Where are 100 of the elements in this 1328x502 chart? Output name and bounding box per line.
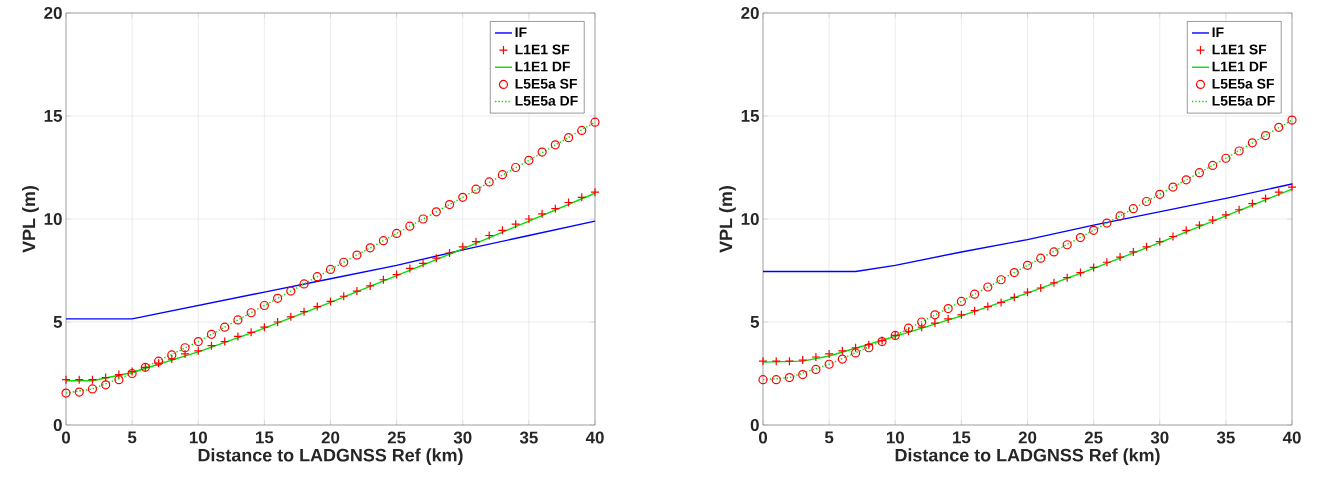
point (193, 336, 203, 347)
point (286, 286, 296, 296)
point (484, 177, 494, 187)
point (339, 257, 349, 267)
point (365, 243, 375, 253)
point (352, 250, 362, 260)
point (1062, 240, 1072, 250)
point (798, 369, 808, 380)
point (220, 322, 230, 332)
point (1009, 267, 1019, 278)
point (1102, 257, 1112, 267)
y-tick-label: 15 (741, 110, 760, 122)
point (259, 300, 269, 311)
x-tick-label: 0 (61, 431, 71, 444)
legend-label: L5E5a SF (515, 78, 577, 89)
point (74, 387, 84, 397)
legend-label: L5E5a DF (515, 96, 578, 106)
point (1168, 182, 1178, 192)
point (61, 388, 71, 398)
point (537, 147, 547, 157)
point (996, 275, 1006, 285)
point (550, 140, 560, 150)
point (497, 170, 508, 180)
y-axis-title: VPL (m) (719, 186, 736, 253)
point (259, 322, 269, 332)
point (1194, 168, 1205, 178)
point (537, 209, 547, 219)
y-tick-label: 10 (44, 213, 62, 225)
point (511, 219, 521, 229)
point (1221, 153, 1231, 163)
legend-label: L1E1 SF (1212, 44, 1267, 55)
y-tick-label: 15 (44, 110, 63, 122)
point (1155, 189, 1165, 199)
point (590, 117, 600, 127)
point (1234, 205, 1244, 215)
legend-label: L1E1 DF (515, 61, 570, 72)
point (431, 207, 441, 217)
y-tick-label: 5 (53, 316, 63, 328)
x-tick-label: 30 (453, 431, 472, 444)
y-tick-label: 5 (750, 316, 760, 328)
point (418, 214, 428, 224)
point (784, 373, 795, 383)
point (206, 329, 217, 339)
point (784, 356, 795, 366)
point (956, 296, 966, 306)
x-tick-label: 10 (189, 431, 207, 444)
point (1287, 115, 1297, 125)
point (1102, 218, 1112, 228)
point (1208, 160, 1218, 171)
x-tick-label: 40 (1282, 431, 1301, 444)
point (405, 263, 415, 274)
point (1115, 211, 1125, 221)
point (850, 348, 861, 358)
point (233, 315, 243, 325)
x-tick-label: 15 (256, 431, 274, 444)
point (444, 248, 455, 258)
point (1075, 232, 1086, 243)
point (771, 356, 781, 366)
point (444, 199, 455, 210)
x-tick-label: 5 (127, 431, 137, 444)
legend-label: L1E1 SF (515, 44, 570, 55)
x-tick-label: 20 (1018, 431, 1037, 444)
point (1049, 247, 1059, 257)
point (325, 264, 336, 275)
point (392, 228, 402, 239)
legend-label: IF (1212, 27, 1224, 38)
x-tick-label: 20 (321, 431, 340, 444)
point (943, 304, 953, 314)
point (930, 310, 940, 320)
y-axis-title: VPL (m) (22, 186, 39, 253)
x-tick-label: 0 (758, 431, 768, 444)
point (1234, 146, 1244, 156)
legend-label: IF (515, 27, 527, 38)
legend-label: L5E5a DF (1212, 96, 1275, 106)
point (837, 354, 847, 364)
x-axis-title: Distance to LADGNSS Ref (km) (198, 448, 463, 466)
legend-label: L1E1 DF (1212, 61, 1267, 72)
point (299, 279, 309, 289)
point (1181, 175, 1191, 185)
x-tick-label: 15 (953, 431, 971, 444)
x-tick-label: 25 (1084, 431, 1103, 444)
point (471, 184, 481, 194)
point (114, 375, 124, 385)
x-tick-label: 25 (387, 431, 406, 444)
point (114, 369, 124, 380)
x-tick-label: 40 (585, 431, 604, 444)
point (101, 380, 111, 390)
point (970, 289, 980, 299)
point (811, 364, 821, 374)
x-tick-label: 30 (1150, 431, 1169, 444)
point (180, 343, 190, 353)
point (167, 350, 177, 360)
point (917, 317, 927, 327)
point (511, 162, 521, 173)
point (1128, 204, 1138, 214)
point (758, 375, 768, 385)
point (378, 236, 388, 246)
x-tick-label: 35 (519, 431, 538, 444)
point (524, 155, 534, 165)
y-tick-label: 0 (750, 419, 759, 431)
